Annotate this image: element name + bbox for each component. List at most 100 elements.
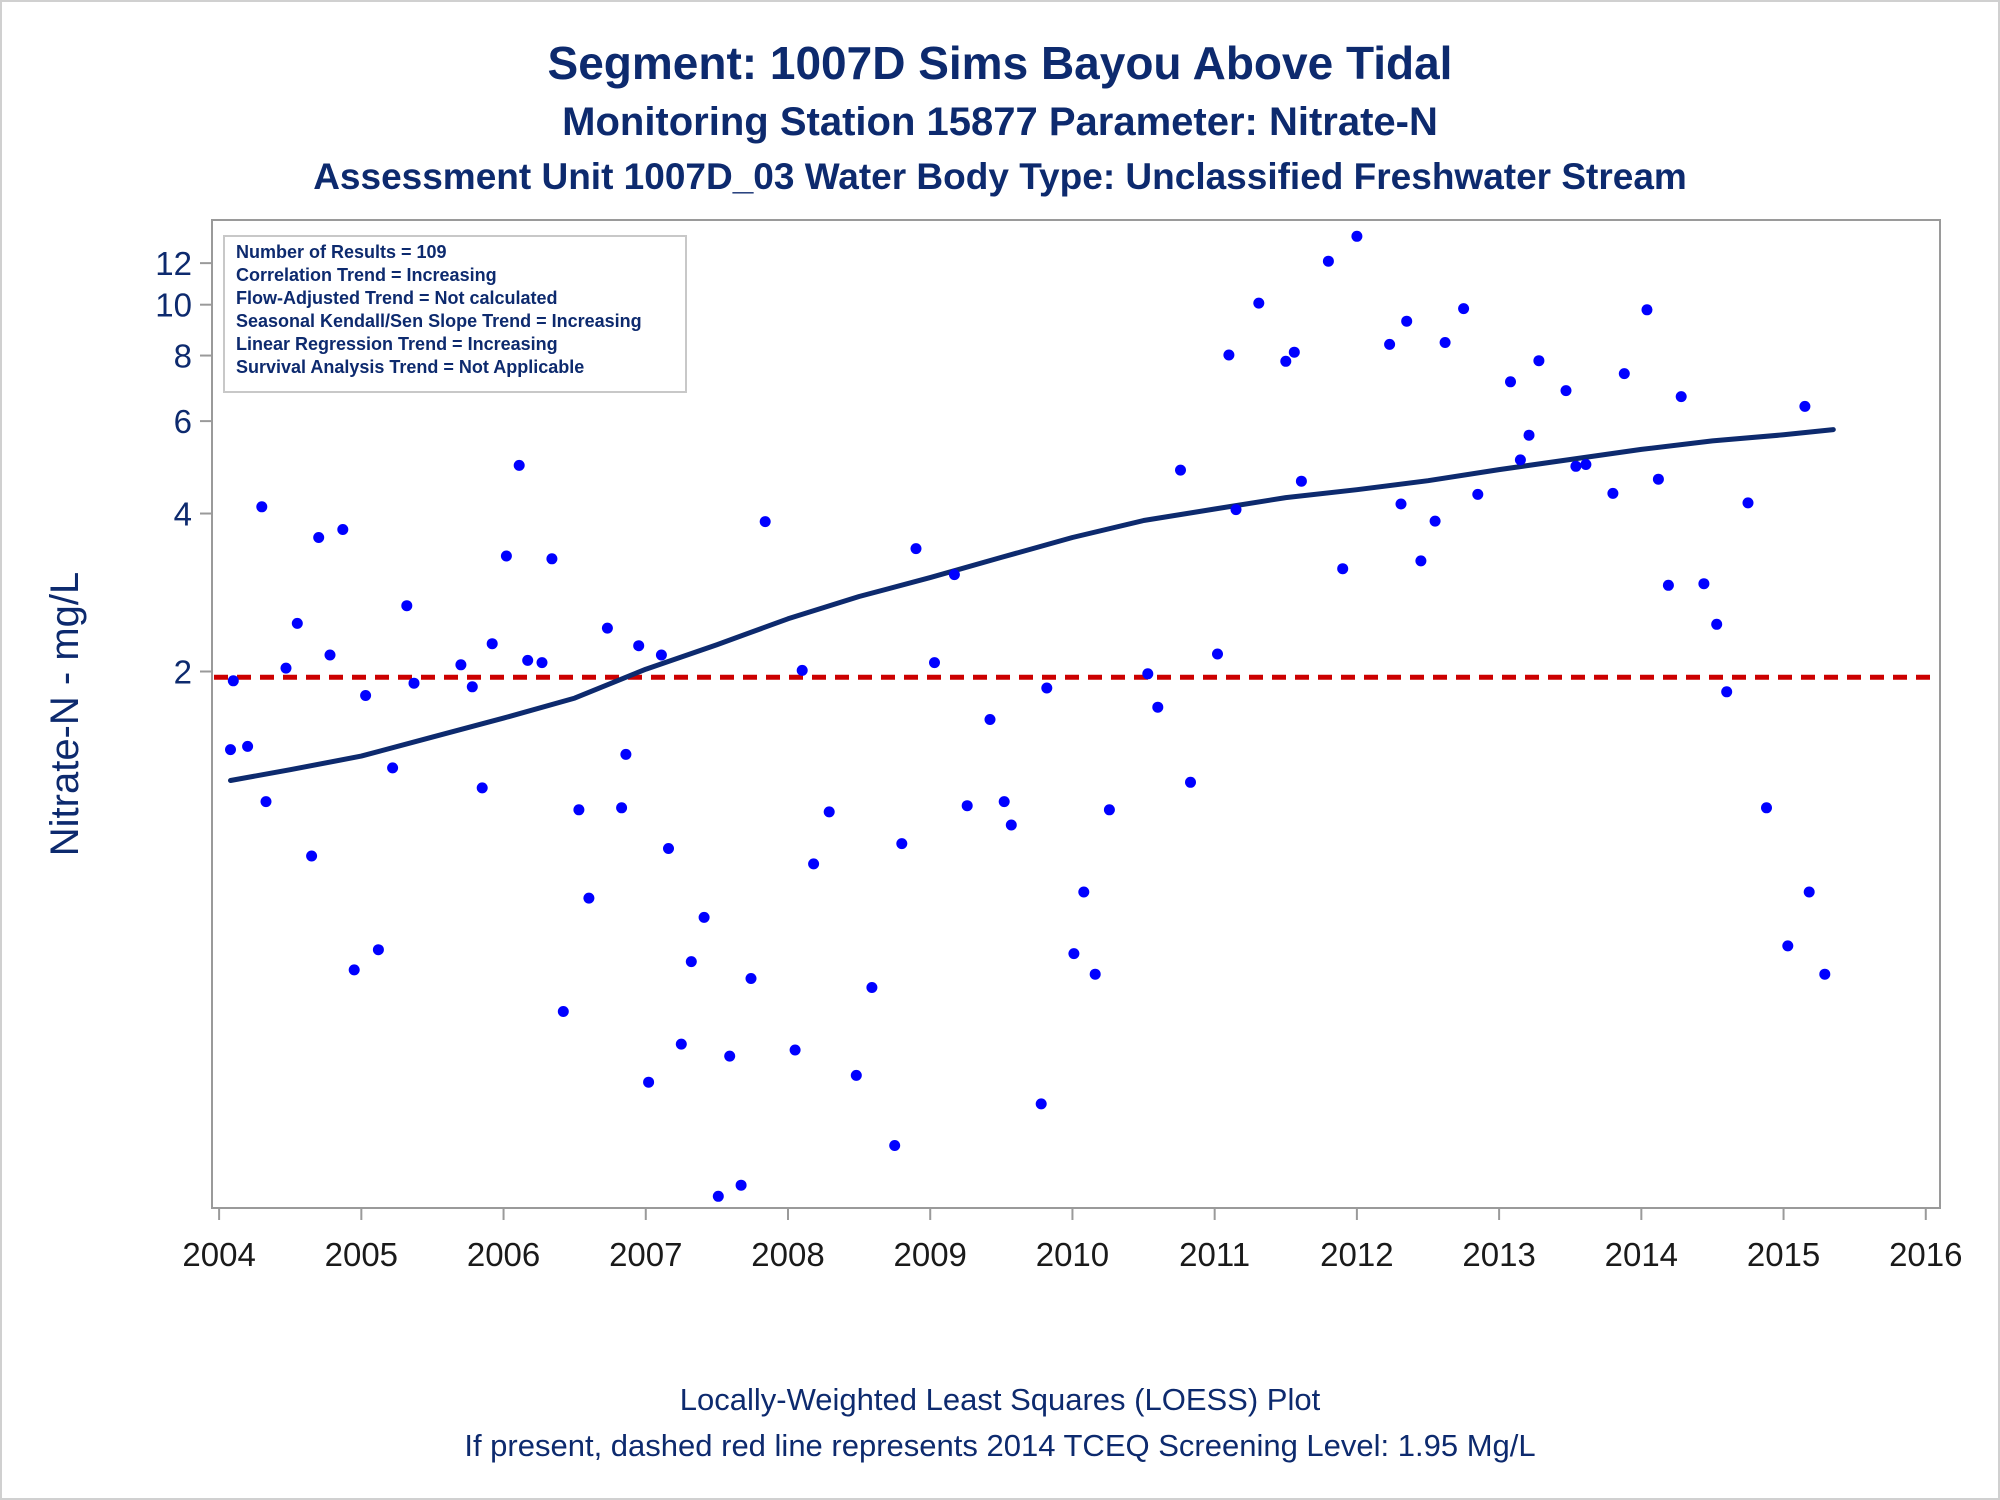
- legend-line: Survival Analysis Trend = Not Applicable: [236, 357, 584, 377]
- y-tick-label: 6: [174, 403, 192, 440]
- x-tick-label: 2010: [1036, 1236, 1109, 1273]
- y-axis: 2 4 6 8 10 12: [155, 245, 212, 691]
- data-point: [998, 796, 1010, 808]
- data-point: [1652, 473, 1664, 485]
- data-point: [1035, 1098, 1047, 1110]
- data-points: [225, 230, 1831, 1202]
- y-tick-label: 4: [174, 496, 192, 533]
- data-point: [256, 501, 268, 513]
- data-point: [387, 762, 399, 774]
- data-point: [1721, 686, 1733, 698]
- data-point: [1533, 355, 1545, 367]
- data-point: [643, 1076, 655, 1088]
- data-point: [601, 622, 613, 634]
- data-point: [1280, 355, 1292, 367]
- data-point: [759, 516, 771, 528]
- data-point: [796, 664, 808, 676]
- data-point: [1761, 802, 1772, 814]
- data-point: [324, 649, 336, 661]
- data-point: [910, 543, 922, 555]
- data-point: [1175, 464, 1186, 476]
- data-point: [1415, 555, 1427, 567]
- data-point: [225, 744, 236, 756]
- data-point: [1505, 376, 1516, 388]
- data-point: [1819, 968, 1831, 980]
- data-point: [348, 964, 360, 976]
- data-point: [260, 796, 272, 808]
- data-point: [685, 956, 697, 968]
- data-point: [1458, 303, 1470, 315]
- legend-line: Seasonal Kendall/Sen Slope Trend = Incre…: [236, 311, 642, 331]
- data-point: [663, 843, 674, 854]
- x-tick-label: 2014: [1605, 1236, 1678, 1273]
- data-point: [745, 973, 757, 984]
- data-point: [1803, 886, 1815, 898]
- data-point: [1142, 668, 1154, 680]
- data-point: [227, 675, 239, 687]
- chart-title: Segment: 1007D Sims Bayou Above Tidal: [547, 37, 1453, 89]
- data-point: [1560, 385, 1572, 397]
- data-point: [557, 1006, 569, 1017]
- data-point: [896, 838, 908, 850]
- data-point: [1618, 368, 1630, 380]
- legend-box: Number of Results = 109 Correlation Trend…: [223, 235, 687, 393]
- data-point: [1185, 776, 1196, 788]
- data-point: [573, 804, 585, 816]
- data-point: [1152, 701, 1164, 713]
- data-point: [1675, 391, 1687, 403]
- x-tick-label: 2012: [1320, 1236, 1393, 1273]
- x-tick-label: 2006: [467, 1236, 540, 1273]
- chart-subtitle: Monitoring Station 15877 Parameter: Nitr…: [562, 100, 1438, 144]
- data-point: [675, 1038, 687, 1050]
- data-point: [1742, 497, 1754, 509]
- data-point: [1514, 454, 1526, 466]
- data-point: [984, 714, 996, 725]
- data-point: [1223, 349, 1235, 361]
- chart-subtitle-2: Assessment Unit 1007D_03 Water Body Type…: [313, 156, 1687, 197]
- x-tick-label: 2009: [894, 1236, 967, 1273]
- data-point: [1103, 804, 1115, 816]
- footer-line-1: Locally-Weighted Least Squares (LOESS) P…: [679, 1382, 1321, 1417]
- data-point: [1607, 487, 1619, 499]
- data-point: [583, 892, 595, 904]
- data-point: [1212, 648, 1223, 660]
- data-point: [1429, 515, 1441, 527]
- data-point: [1472, 488, 1484, 500]
- data-point: [620, 748, 632, 760]
- x-tick-label: 2013: [1462, 1236, 1535, 1273]
- data-point: [1005, 819, 1017, 831]
- data-point: [929, 657, 940, 669]
- data-point: [1253, 297, 1265, 309]
- y-tick-label: 2: [174, 654, 192, 691]
- data-point: [466, 681, 478, 693]
- data-point: [712, 1190, 724, 1202]
- data-point: [408, 677, 420, 689]
- data-point: [1401, 315, 1413, 327]
- data-point: [1295, 475, 1307, 487]
- data-point: [360, 690, 372, 701]
- data-point: [616, 802, 628, 814]
- legend-line: Number of Results = 109: [236, 242, 447, 262]
- loess-line: [228, 427, 1836, 783]
- data-point: [1711, 618, 1723, 630]
- data-point: [337, 524, 349, 535]
- footer-line-2: If present, dashed red line represents 2…: [464, 1428, 1536, 1463]
- x-axis: 2004 2005 2006 2007 2008 2009 2010 2011 2012 2013…: [182, 1208, 1962, 1273]
- data-point: [306, 850, 318, 862]
- data-point: [698, 911, 710, 923]
- data-point: [1570, 460, 1582, 472]
- x-tick-label: 2005: [325, 1236, 398, 1273]
- x-tick-label: 2015: [1747, 1236, 1820, 1273]
- data-point: [1580, 459, 1592, 470]
- data-point: [961, 800, 973, 812]
- data-point: [1351, 230, 1363, 242]
- data-point: [1799, 400, 1811, 412]
- y-tick-label: 12: [155, 245, 192, 282]
- data-point: [291, 617, 303, 629]
- x-tick-label: 2011: [1179, 1236, 1250, 1273]
- y-tick-label: 10: [155, 287, 192, 324]
- plot-area: [211, 219, 1941, 1209]
- data-point: [823, 806, 835, 818]
- y-tick-label: 8: [174, 338, 192, 375]
